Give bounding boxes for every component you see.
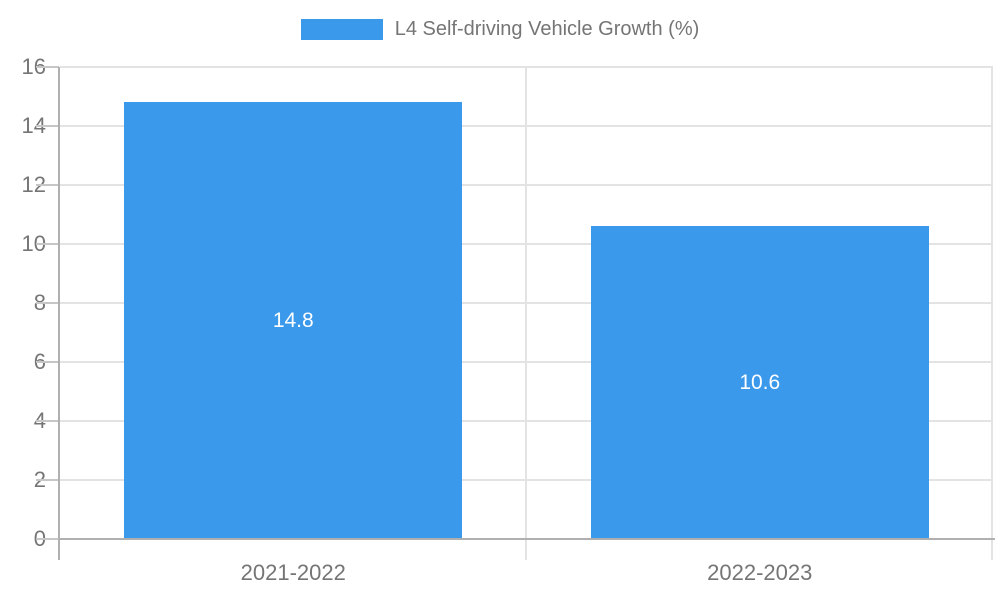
x-tick-label: 2022-2023: [707, 560, 813, 585]
bar[interactable]: 10.6: [590, 226, 929, 539]
plot-area: 14.8 10.6: [60, 66, 993, 560]
y-tick: [36, 184, 59, 186]
y-axis-line: [58, 67, 60, 560]
legend-label: L4 Self-driving Vehicle Growth (%): [394, 18, 700, 40]
bar-value-label: 10.6: [739, 370, 781, 394]
legend: L4 Self-driving Vehicle Growth (%): [0, 18, 1000, 41]
gridline: [60, 243, 993, 245]
y-tick: [36, 66, 59, 68]
y-tick: [36, 125, 59, 127]
bar-value-label: 14.8: [272, 308, 314, 332]
y-tick: [36, 479, 59, 481]
y-tick: [36, 538, 59, 540]
y-tick: [36, 302, 59, 304]
gridline: [60, 125, 993, 127]
gridline: [60, 184, 993, 186]
x-axis-labels: 2021-2022 2022-2023: [60, 558, 993, 588]
x-tick-label: 2021-2022: [240, 560, 346, 585]
y-axis-ticks: [36, 66, 60, 540]
bar[interactable]: 14.8: [124, 102, 463, 539]
gridline: [60, 302, 993, 304]
gridline: [60, 361, 993, 363]
x-axis-line: [58, 538, 995, 540]
category-separator: [524, 67, 527, 560]
gridline: [60, 420, 993, 422]
legend-swatch: [300, 19, 383, 40]
y-tick: [36, 243, 59, 245]
y-tick: [36, 420, 59, 422]
gridline: [60, 479, 993, 481]
gridline: [60, 66, 993, 68]
y-tick: [36, 361, 59, 363]
category-separator: [991, 67, 993, 560]
